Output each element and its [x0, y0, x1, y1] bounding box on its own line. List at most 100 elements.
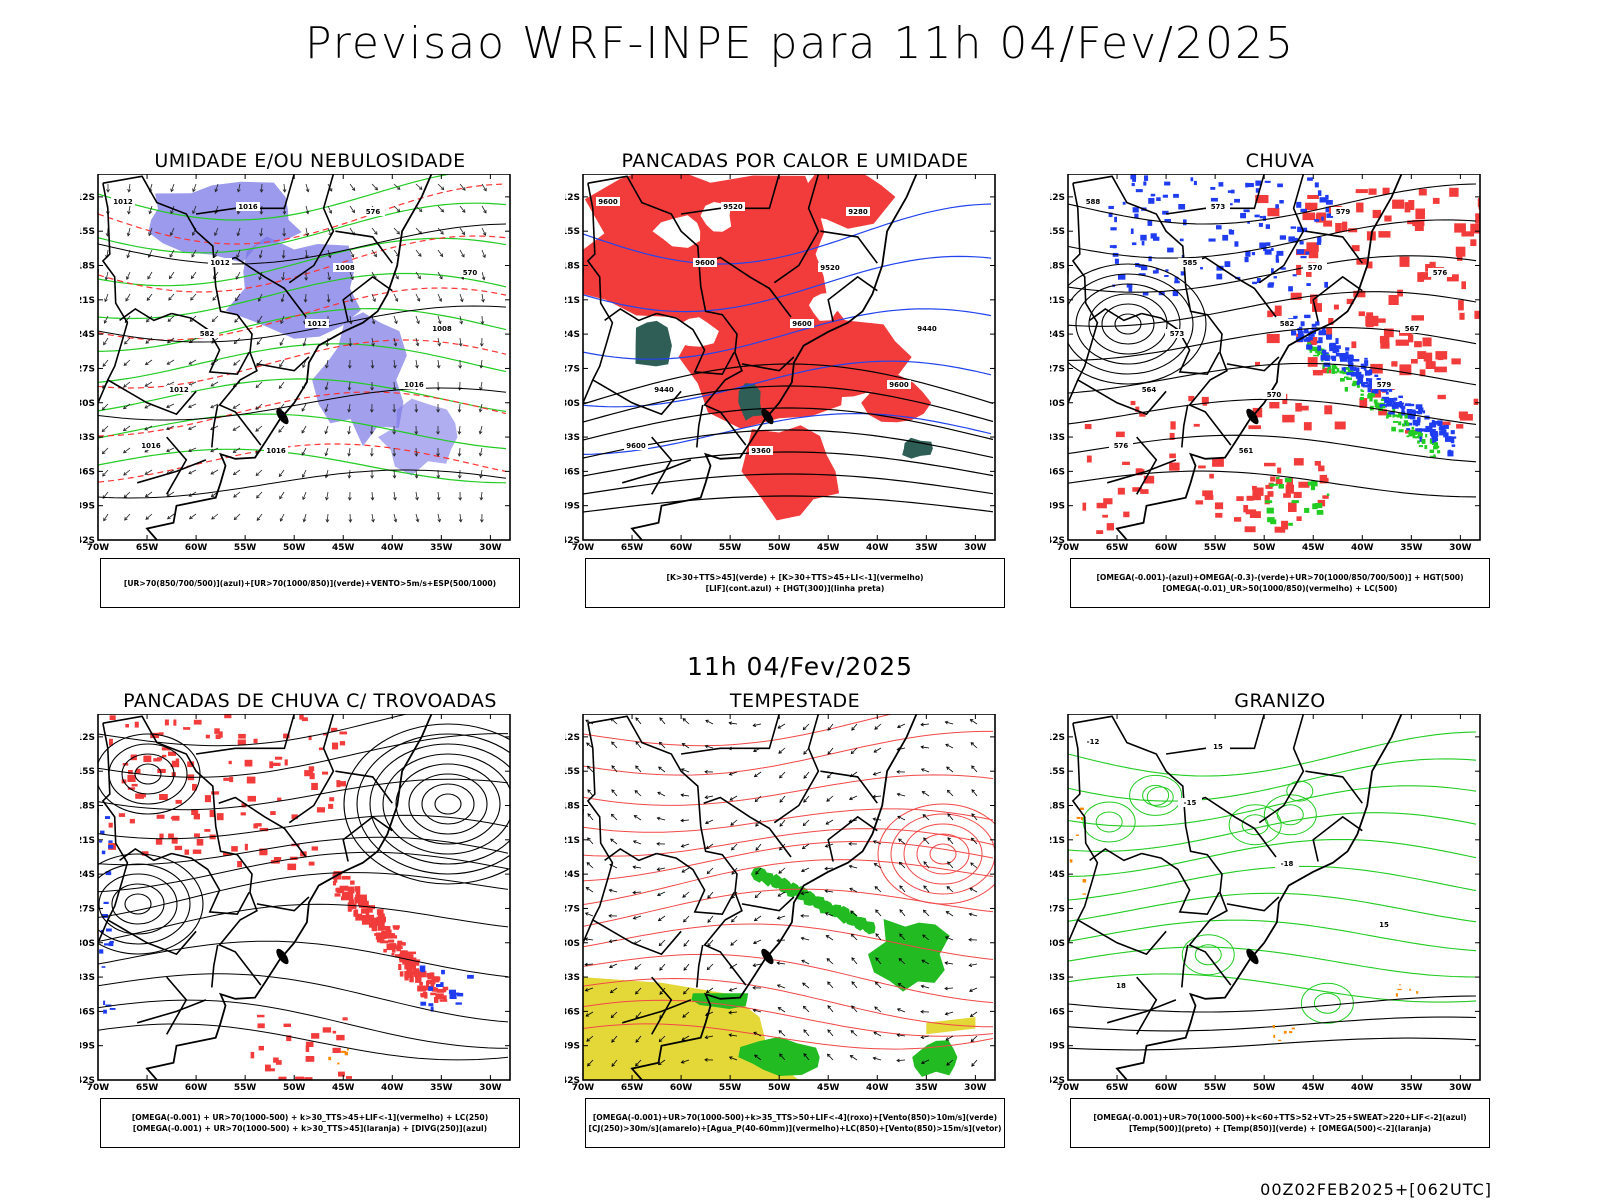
legend-caption-line: [CJ(250)>30m/s](amarelo)+[Agua_P(40-60mm… — [588, 1124, 1002, 1133]
lat-tick-label: 21S — [1050, 836, 1065, 846]
lat-tick-label: 12S — [1050, 733, 1065, 743]
map-panel-6: GRANIZO 12S 15S 18S 21S 24S 27S 30S 33S 36S 39S 42S… — [1050, 690, 1510, 1170]
legend-caption-line: [OMEGA(-0.001) + UR>70(1000-500) + k>30_… — [131, 1113, 489, 1122]
contour-label: 1016 — [238, 203, 258, 211]
lon-tick-label: 70W — [87, 543, 110, 553]
lat-tick-label: 18S — [80, 262, 95, 272]
main-title: Previsao WRF-INPE para 11h 04/Fev/2025 — [305, 18, 1295, 69]
contour-label: 1016 — [266, 447, 286, 455]
contour-label: 576 — [1433, 269, 1448, 277]
lat-tick-label: 30S — [80, 399, 95, 409]
lon-tick-label: 40W — [1351, 543, 1374, 553]
lat-tick-label: 18S — [80, 802, 95, 812]
lat-tick-label: 21S — [80, 296, 95, 306]
lon-tick-label: 30W — [479, 543, 502, 553]
contour-label: 9600 — [598, 198, 618, 206]
lat-tick-label: 27S — [565, 364, 580, 374]
lat-tick-label: 36S — [1050, 1007, 1065, 1017]
map-canvas: 12S 15S 18S 21S 24S 27S 30S 33S 36S 39S 42S70W 65W 6… — [565, 714, 996, 1093]
map-panel-5: TEMPESTADE 12S 15S 18S 21S 24S 27S 30S 33S 36S 39S… — [565, 690, 1025, 1170]
map-panel-1: UMIDADE E/OU NEBULOSIDADE 12S 15S 18S 21S 24S… — [80, 150, 540, 630]
lat-tick-label: 12S — [80, 193, 95, 203]
lat-tick-label: 36S — [1050, 467, 1065, 477]
contour-label: -12 — [1087, 738, 1100, 746]
lat-tick-label: 18S — [565, 262, 580, 272]
contour-label: 15 — [1379, 921, 1389, 929]
contour-label: 573 — [1211, 203, 1226, 211]
lat-tick-label: 24S — [80, 870, 95, 880]
lat-tick-label: 24S — [565, 330, 580, 340]
legend-caption: [K>30+TTS>45](verde) + [K>30+TTS>45+LI<-… — [585, 558, 1005, 608]
lon-tick-label: 40W — [1351, 1083, 1374, 1093]
map-panel-4: PANCADAS DE CHUVA C/ TROVOADAS 12S 15S 18S 2… — [80, 690, 540, 1170]
lon-tick-label: 60W — [670, 543, 693, 553]
lat-tick-label: 33S — [1050, 433, 1065, 443]
lon-tick-label: 40W — [381, 543, 404, 553]
lon-tick-label: 35W — [1400, 1083, 1423, 1093]
lat-tick-label: 42S — [565, 536, 580, 546]
lon-tick-label: 35W — [430, 543, 453, 553]
lat-tick-label: 36S — [80, 467, 95, 477]
contour-label: 570 — [1267, 391, 1282, 399]
map-panel-2: PANCADAS POR CALOR E UMIDADE 12S 15S 18S 21S… — [565, 150, 1025, 630]
lon-tick-label: 60W — [1155, 543, 1178, 553]
contour-label: 582 — [200, 330, 215, 338]
lon-tick-label: 50W — [283, 1083, 306, 1093]
legend-caption-line: [LIF](cont.azul) + [HGT(300)](linha pret… — [705, 584, 885, 593]
lat-tick-label: 42S — [80, 536, 95, 546]
lat-tick-label: 36S — [565, 1007, 580, 1017]
lon-tick-label: 60W — [185, 1083, 208, 1093]
legend-caption: [UR>70(850/700/500)](azul)+[UR>70(1000/8… — [100, 558, 520, 608]
lon-tick-label: 30W — [964, 543, 987, 553]
contour-label: 561 — [1239, 447, 1254, 455]
lat-tick-label: 15S — [80, 767, 95, 777]
lon-tick-label: 35W — [915, 1083, 938, 1093]
contour-label: -18 — [1281, 860, 1294, 868]
lon-tick-label: 35W — [915, 543, 938, 553]
contour-label: -15 — [1184, 799, 1197, 807]
contour-label: 1012 — [113, 198, 133, 206]
lat-tick-label: 39S — [565, 1042, 580, 1052]
lon-tick-label: 50W — [1253, 1083, 1276, 1093]
forecast-time-label: 11h 04/Fev/2025 — [686, 652, 914, 681]
contour-label: 1008 — [335, 264, 355, 272]
lon-tick-label: 70W — [1057, 543, 1080, 553]
lon-tick-label: 70W — [87, 1083, 110, 1093]
legend-caption-line: [OMEGA(-0.001)+UR>70(1000-500)+k<60+TTS>… — [1093, 1113, 1467, 1122]
lat-tick-label: 18S — [565, 802, 580, 812]
lon-tick-label: 50W — [1253, 543, 1276, 553]
lat-tick-label: 12S — [565, 733, 580, 743]
lat-tick-label: 39S — [80, 1042, 95, 1052]
lat-tick-label: 33S — [80, 973, 95, 983]
lon-tick-label: 70W — [572, 1083, 595, 1093]
lat-tick-label: 15S — [80, 227, 95, 237]
contour-label: 1008 — [432, 325, 452, 333]
contour-label: 9440 — [654, 386, 674, 394]
contour-label: 564 — [1142, 386, 1157, 394]
lon-tick-label: 55W — [234, 1083, 257, 1093]
lon-tick-label: 30W — [479, 1083, 502, 1093]
panel-title: PANCADAS POR CALOR E UMIDADE — [621, 150, 969, 172]
legend-caption: [OMEGA(-0.001)-(azul)+OMEGA(-0.3)-(verde… — [1070, 558, 1490, 608]
contour-label: 9600 — [889, 381, 909, 389]
contour-label: 582 — [1280, 320, 1295, 328]
lat-tick-label: 15S — [565, 767, 580, 777]
lon-tick-label: 65W — [1106, 543, 1129, 553]
lat-tick-label: 15S — [1050, 227, 1065, 237]
contour-label: 588 — [1086, 198, 1101, 206]
contour-label: 9360 — [751, 447, 771, 455]
contour-label: 9600 — [626, 442, 646, 450]
lon-tick-label: 30W — [1449, 1083, 1472, 1093]
map-canvas: 12S 15S 18S 21S 24S 27S 30S 33S 36S 39S 42S70W 65W 6… — [80, 174, 511, 553]
lat-tick-label: 18S — [1050, 262, 1065, 272]
legend-caption-line: [UR>70(850/700/500)](azul)+[UR>70(1000/8… — [123, 578, 497, 588]
lon-tick-label: 45W — [332, 543, 355, 553]
lat-tick-label: 42S — [1050, 536, 1065, 546]
lat-tick-label: 21S — [565, 296, 580, 306]
run-timestamp: 00Z02FEB2025+[062UTC] — [1260, 1180, 1492, 1199]
contour-label: 1012 — [169, 386, 189, 394]
lat-tick-label: 27S — [80, 904, 95, 914]
contour-label: 567 — [1405, 325, 1420, 333]
map-canvas: 12S 15S 18S 21S 24S 27S 30S 33S 36S 39S 42S70W 65W 6… — [1050, 714, 1481, 1093]
lat-tick-label: 24S — [565, 870, 580, 880]
